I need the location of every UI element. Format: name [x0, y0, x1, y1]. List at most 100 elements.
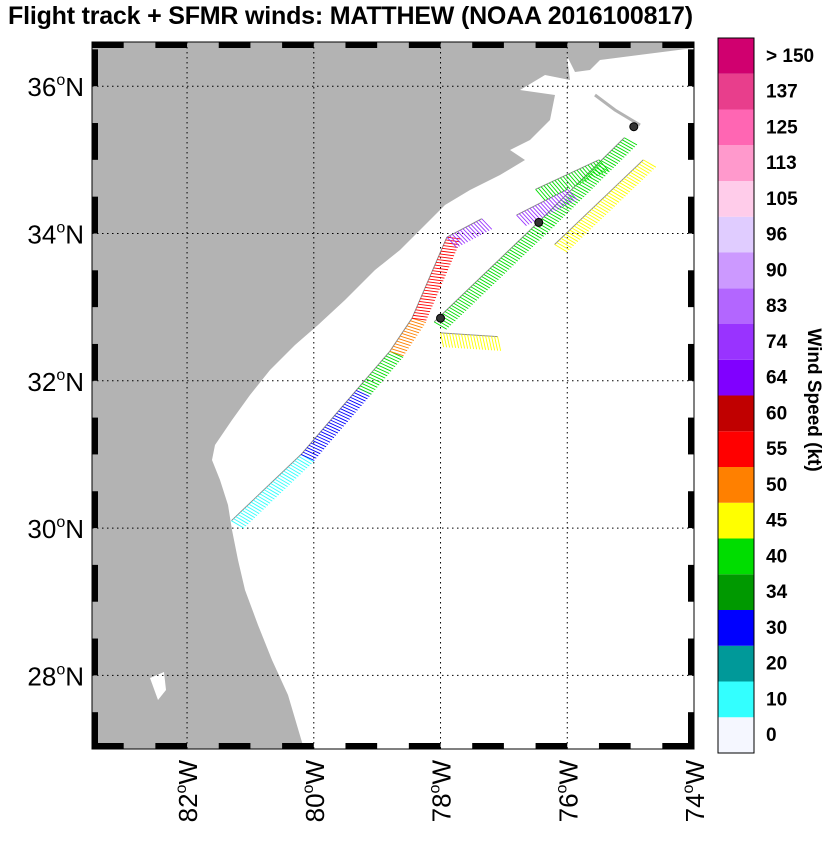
lat-label: 32oN	[27, 367, 84, 397]
wind-barb	[401, 333, 416, 339]
wind-barb	[446, 309, 460, 318]
dropsonde-marker	[436, 313, 446, 323]
frame-segment	[92, 270, 98, 308]
wind-barb	[431, 273, 446, 276]
wind-barb	[244, 507, 258, 517]
wind-barb	[498, 259, 512, 268]
wind-barb	[568, 173, 579, 186]
wind-barb	[443, 245, 458, 248]
wind-barb	[610, 190, 624, 199]
wind-barb	[270, 483, 284, 492]
wind-barb	[434, 264, 450, 268]
wind-barb	[473, 222, 485, 234]
wind-barb	[571, 227, 585, 236]
wind-barb	[575, 223, 590, 232]
wind-barb	[328, 422, 343, 429]
colorbar-swatch	[718, 181, 754, 217]
wind-barb	[556, 242, 570, 251]
lon-label: 82oW	[173, 760, 203, 823]
wind-barb	[455, 333, 460, 349]
frame-segment	[92, 42, 124, 48]
wind-barb	[623, 178, 637, 187]
wind-barb	[478, 219, 490, 231]
wind-barb	[569, 229, 583, 238]
colorbar-swatch	[718, 216, 754, 253]
colorbar-tick-label: 30	[766, 618, 787, 639]
frame-segment	[688, 638, 694, 676]
wind-barb	[524, 210, 535, 222]
wind-barb	[361, 383, 376, 391]
wind-barb	[457, 298, 471, 307]
wind-barb	[352, 394, 366, 402]
frame-segment	[92, 712, 98, 749]
wind-barb	[441, 247, 457, 251]
wind-barb	[489, 267, 504, 276]
wind-barb	[567, 193, 581, 202]
wind-barb	[562, 176, 573, 188]
wind-barb	[342, 406, 356, 413]
wind-barb	[426, 284, 441, 287]
wind-barb	[604, 196, 618, 205]
wind-barb	[467, 225, 479, 237]
wind-barb	[596, 164, 610, 173]
frame-segment	[688, 417, 694, 455]
map-title: Flight track + SFMR winds: MATTHEW (NOAA…	[8, 2, 693, 30]
frame-segment	[688, 712, 694, 749]
track-line	[357, 350, 391, 389]
frame-segment	[92, 417, 98, 455]
frame-segment	[408, 42, 441, 48]
wind-barb	[564, 190, 575, 202]
colorbar-tick-label: 113	[766, 153, 797, 174]
wind-barb	[272, 480, 286, 490]
wind-barb	[285, 468, 299, 477]
wind-barb	[449, 333, 454, 348]
wind-barb	[432, 270, 447, 273]
colorbar-tick-label: 83	[766, 296, 787, 317]
frame-segment	[345, 743, 378, 749]
wind-barb	[483, 274, 497, 283]
wind-barb	[577, 183, 591, 192]
wind-barb	[417, 303, 433, 307]
wind-barb	[558, 193, 570, 205]
wind-barb	[391, 348, 406, 354]
wind-barb	[548, 212, 562, 221]
colorbar-tick-label: > 150	[766, 46, 814, 67]
wind-barb	[461, 334, 466, 349]
wind-barb	[611, 149, 625, 158]
wind-barb	[593, 206, 607, 216]
wind-barb	[306, 447, 321, 455]
wind-barb	[509, 249, 523, 258]
colorbar-tick-label: 0	[766, 725, 777, 746]
wind-barb	[609, 151, 623, 160]
track-line	[541, 137, 625, 220]
wind-barb	[433, 321, 447, 330]
wind-barb	[546, 183, 557, 196]
colorbar-swatch	[718, 681, 754, 718]
frame-segment	[535, 743, 568, 749]
wind-barb	[433, 267, 449, 271]
wind-barb	[578, 221, 592, 230]
wind-barb	[569, 191, 583, 200]
wind-barb	[435, 261, 451, 265]
wind-barb	[259, 493, 273, 502]
wind-barb	[584, 215, 598, 224]
wind-barb	[419, 300, 434, 304]
wind-barb	[464, 334, 469, 349]
frame-segment	[218, 743, 251, 749]
frame-segment	[282, 42, 314, 48]
lon-label: 78oW	[427, 760, 457, 823]
wind-barb	[421, 295, 437, 299]
wind-barb	[350, 396, 364, 404]
wind-barb	[482, 335, 487, 350]
wind-barb	[322, 428, 337, 436]
wind-barb	[494, 263, 508, 272]
wind-barb	[580, 219, 594, 228]
frame-segment	[218, 42, 251, 48]
wind-barb	[573, 187, 587, 196]
wind-barb	[537, 187, 549, 200]
wind-barb	[468, 288, 482, 297]
wind-barb	[617, 143, 631, 152]
wind-barb	[393, 345, 408, 352]
wind-barb	[632, 169, 646, 178]
